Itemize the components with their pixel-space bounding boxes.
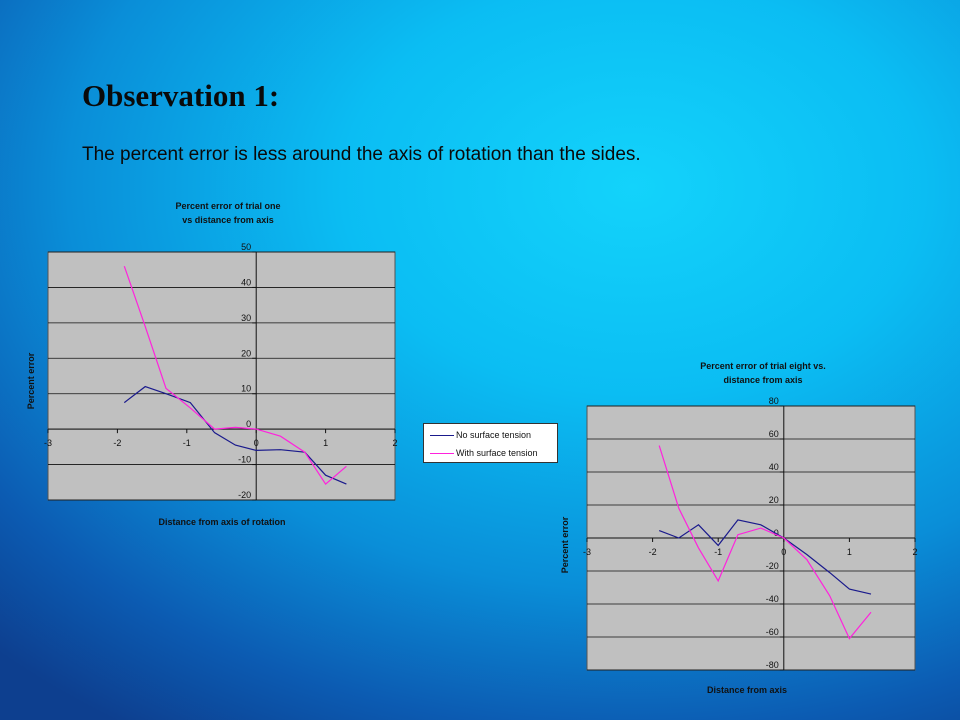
y-tick-label: 20 — [241, 348, 251, 358]
legend-label: No surface tension — [456, 430, 532, 440]
y-tick-label: 0 — [246, 419, 251, 429]
chart-legend: No surface tension With surface tension — [423, 423, 558, 463]
x-tick-label: 0 — [781, 547, 786, 557]
y-tick-label: -20 — [766, 561, 779, 571]
x-tick-label: -1 — [183, 438, 191, 448]
x-tick-label: 2 — [392, 438, 397, 448]
series-line-with-surface-tension — [658, 445, 872, 640]
legend-swatch — [430, 434, 454, 436]
legend-swatch — [430, 452, 454, 454]
y-tick-label: -80 — [766, 660, 779, 670]
x-tick-label: 1 — [847, 547, 852, 557]
y-tick-label: 80 — [769, 396, 779, 406]
y-tick-label: 10 — [241, 384, 251, 394]
y-tick-label: 60 — [769, 429, 779, 439]
x-tick-label: 0 — [254, 438, 259, 448]
slide-body-text: The percent error is less around the axi… — [82, 144, 641, 165]
y-axis-label: Percent error — [26, 352, 36, 409]
legend-item-with-surface-tension: With surface tension — [430, 447, 538, 459]
x-tick-label: -3 — [44, 438, 52, 448]
y-tick-label: 40 — [241, 277, 251, 287]
x-axis-label: Distance from axis of rotation — [158, 517, 285, 527]
y-tick-label: 30 — [241, 313, 251, 323]
x-axis-label: Distance from axis — [707, 685, 787, 695]
chart-title: vs distance from axis — [182, 215, 274, 225]
x-tick-label: -1 — [714, 547, 722, 557]
chart-title: distance from axis — [723, 375, 802, 385]
y-tick-label: -20 — [238, 490, 251, 500]
y-tick-label: -10 — [238, 455, 251, 465]
legend-item-no-surface-tension: No surface tension — [430, 429, 531, 441]
y-axis-label: Percent error — [560, 516, 570, 573]
series-line-with-surface-tension — [123, 266, 347, 486]
chart-title: Percent error of trial one — [175, 201, 280, 211]
legend-label: With surface tension — [456, 448, 538, 458]
chart-title: Percent error of trial eight vs. — [700, 361, 826, 371]
y-tick-label: 20 — [769, 495, 779, 505]
y-tick-label: -40 — [766, 594, 779, 604]
x-tick-label: 2 — [912, 547, 917, 557]
plot-area — [47, 251, 396, 501]
x-tick-label: 1 — [323, 438, 328, 448]
y-tick-label: 50 — [241, 242, 251, 252]
x-tick-label: -3 — [583, 547, 591, 557]
x-tick-label: -2 — [649, 547, 657, 557]
x-tick-label: -2 — [113, 438, 121, 448]
y-tick-label: 40 — [769, 462, 779, 472]
slide-title: Observation 1: — [82, 78, 280, 113]
series-line-no-surface-tension — [123, 385, 347, 485]
series-line-no-surface-tension — [658, 519, 872, 595]
y-tick-label: -60 — [766, 627, 779, 637]
